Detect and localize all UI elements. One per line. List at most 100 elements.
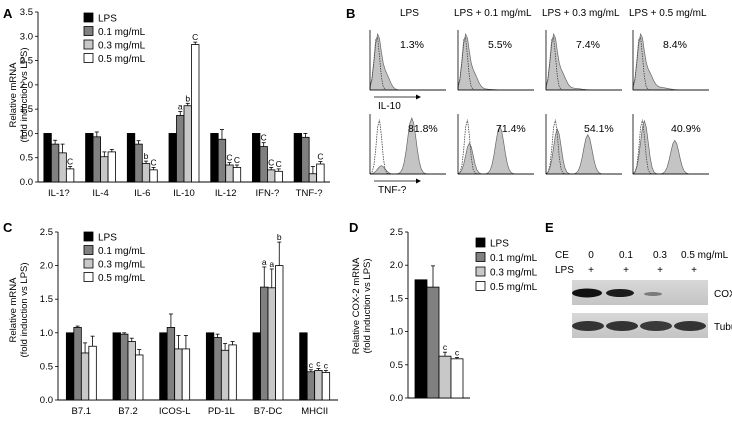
bar: [85, 133, 94, 183]
bar: [50, 143, 60, 183]
y-tick-label: 2.0: [20, 80, 33, 91]
y-axis-label: Relative COX-2 mRNA: [351, 257, 362, 354]
bar: [260, 286, 269, 401]
legend: LPS 0.1 mg/mL 0.3 mg/mL 0.5 mg/mL: [83, 12, 146, 65]
x-tick-label: IL-6: [134, 188, 150, 199]
x-tick-label: B7.1: [72, 406, 92, 417]
blot-label: COX-2: [714, 289, 732, 300]
marker-arrow-head: [416, 178, 421, 184]
significance-label: b: [185, 93, 190, 103]
bar: [58, 152, 67, 183]
significance-label: c: [316, 358, 321, 368]
y-axis-label: Relative mRNA: [8, 62, 19, 128]
bar: [183, 105, 192, 183]
bar: [65, 332, 75, 401]
tubulin-band: [572, 321, 604, 331]
ce-value: 0.5 mg/mL: [681, 250, 729, 261]
x-tick-label: IL-4: [92, 188, 108, 199]
y-tick-label: 2.0: [390, 260, 403, 271]
bar: [92, 136, 101, 183]
significance-label: C: [268, 157, 274, 167]
cox2-band: [572, 288, 602, 298]
significance-label: a: [269, 259, 274, 269]
x-tick-label: B7-DC: [254, 406, 283, 417]
bar: [176, 115, 185, 183]
legend: LPS 0.1 mg/mL 0.3 mg/mL 0.5 mg/mL: [83, 231, 146, 284]
column-title: LPS + 0.3 mg/mL: [542, 8, 620, 19]
legend-label: 0.1 mg/mL: [98, 246, 146, 257]
bar: [293, 133, 303, 183]
significance-label: C: [226, 153, 232, 163]
y-tick-label: 2.5: [390, 227, 403, 238]
y-tick-label: 0.0: [40, 395, 53, 406]
bar: [213, 337, 222, 401]
ce-value: 0: [588, 250, 594, 261]
bar: [301, 136, 310, 183]
significance-label: b: [277, 232, 282, 242]
bar: [414, 279, 428, 399]
y-tick-label: 1.5: [20, 104, 33, 115]
y-axis-label: Relative mRNA: [8, 277, 19, 343]
x-tick-label: IL-10: [173, 188, 195, 199]
lps-row-label: LPS: [555, 265, 574, 276]
significance-label: a: [262, 257, 267, 267]
histogram-marker-label: TNF-?: [378, 185, 407, 196]
significance-label: C: [261, 133, 267, 143]
panel-c: C Relative mRNA (fold induction vs LPS) …: [3, 220, 338, 417]
bar: [191, 44, 200, 183]
significance-label: c: [455, 347, 460, 357]
lps-value: +: [657, 265, 663, 276]
legend: LPS 0.1 mg/mL 0.3 mg/mL 0.5 mg/mL: [475, 237, 538, 293]
legend-label: 0.3 mg/mL: [490, 268, 538, 279]
bar: [308, 173, 318, 183]
legend-swatch: [83, 272, 94, 282]
panel-letter: D: [349, 220, 358, 235]
y-tick-label: 3.5: [20, 7, 33, 18]
y-tick-label: 2.0: [40, 261, 53, 272]
percent-positive: 71.4%: [496, 123, 526, 135]
bar: [135, 354, 144, 401]
legend-swatch: [83, 245, 94, 255]
panel-letter: A: [3, 6, 13, 21]
ce-row-label: CE: [555, 250, 569, 261]
bar: [181, 348, 191, 401]
bar: [426, 286, 440, 399]
histogram-marker-label: IL-10: [378, 101, 401, 112]
histogram-filled: [545, 128, 622, 175]
bar: [220, 349, 230, 401]
legend-swatch: [475, 266, 486, 277]
bar: [225, 164, 234, 183]
y-tick-label: 0.5: [40, 361, 53, 372]
significance-label: C: [276, 159, 282, 169]
x-tick-label: MHCII: [301, 406, 328, 417]
panel-letter: C: [3, 220, 13, 235]
bar: [127, 341, 136, 401]
legend-swatch: [475, 252, 486, 262]
column-title: LPS: [400, 8, 419, 19]
bar: [252, 332, 261, 401]
y-tick-label: 0.0: [390, 393, 403, 404]
tubulin-band: [606, 321, 638, 331]
blot-label: Tubulin: [714, 322, 732, 333]
bar: [267, 287, 276, 401]
significance-label: c: [324, 360, 329, 370]
column-title: LPS + 0.5 mg/mL: [629, 8, 707, 19]
significance-label: C: [67, 156, 73, 166]
bar: [267, 169, 276, 183]
legend-swatch: [83, 39, 94, 50]
bar: [43, 133, 52, 183]
bar: [88, 345, 97, 401]
bar: [159, 332, 168, 401]
bar: [141, 163, 151, 183]
bar: [316, 163, 325, 183]
significance-label: C: [317, 152, 323, 162]
percent-positive: 7.4%: [576, 39, 600, 51]
x-tick-label: PD-1L: [208, 406, 235, 417]
legend-swatch: [83, 12, 94, 23]
legend-label: LPS: [490, 239, 509, 250]
significance-label: C: [192, 32, 198, 42]
bar: [217, 138, 227, 183]
bar: [306, 371, 316, 401]
bar: [299, 332, 308, 401]
y-tick-label: 1.5: [390, 293, 403, 304]
